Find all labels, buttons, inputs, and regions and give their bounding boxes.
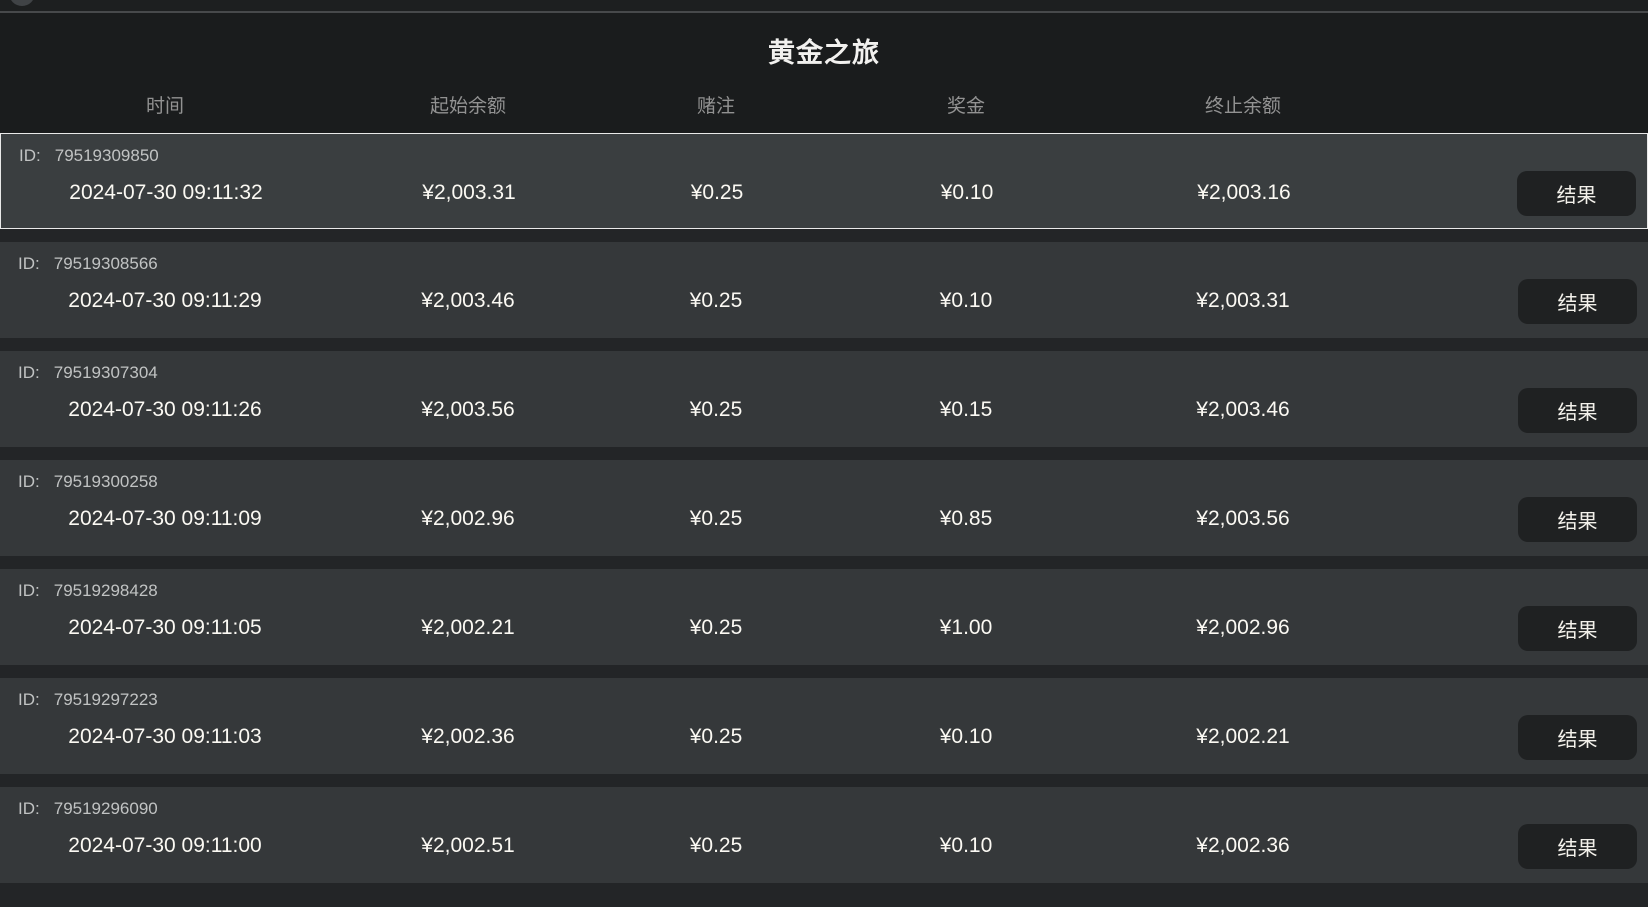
cell-time: 2024-07-30 09:11:05 (68, 616, 262, 639)
top-left-button-fragment[interactable] (9, 0, 35, 6)
result-button-cell: 结果 (1380, 714, 1648, 760)
cell-prize: ¥0.10 (939, 834, 993, 857)
result-button[interactable]: 结果 (1518, 714, 1637, 760)
result-button-cell: 结果 (1380, 278, 1648, 324)
cell-bet: ¥0.25 (689, 616, 743, 639)
result-button[interactable]: 结果 (1517, 170, 1636, 216)
cell-bet: ¥0.25 (689, 834, 743, 857)
result-button-cell: 结果 (1380, 823, 1648, 869)
history-row[interactable]: ID: 79519296090 2024-07-30 09:11:00 ¥2,00… (0, 787, 1648, 883)
row-id-prefix: ID: (18, 363, 40, 382)
row-id-line: ID: 79519300258 (0, 469, 1648, 495)
column-header-time: 时间 (145, 96, 184, 117)
result-button[interactable]: 结果 (1518, 823, 1637, 869)
cell-prize: ¥0.10 (939, 725, 993, 748)
cell-prize: ¥0.10 (939, 289, 993, 312)
cell-end-balance: ¥2,002.96 (1196, 616, 1290, 639)
row-id-line: ID: 79519307304 (0, 360, 1648, 386)
history-row[interactable]: ID: 79519309850 2024-07-30 09:11:32 ¥2,00… (0, 133, 1648, 229)
page-title: 黄金之旅 (768, 38, 880, 68)
row-values: 2024-07-30 09:11:09 ¥2,002.96 ¥0.25 ¥0.8… (0, 495, 1648, 543)
cell-bet: ¥0.25 (689, 289, 743, 312)
row-id-value: 79519300258 (53, 472, 158, 491)
column-header-prize: 奖金 (946, 96, 985, 117)
column-header-bet: 赌注 (696, 96, 735, 117)
history-row[interactable]: ID: 79519298428 2024-07-30 09:11:05 ¥2,00… (0, 569, 1648, 665)
row-id-value: 79519297223 (53, 690, 158, 709)
cell-time: 2024-07-30 09:11:09 (68, 507, 262, 530)
row-id-line: ID: 79519296090 (0, 796, 1648, 822)
history-row[interactable]: ID: 79519300258 2024-07-30 09:11:09 ¥2,00… (0, 460, 1648, 556)
row-id-line: ID: 79519298428 (0, 578, 1648, 604)
row-values: 2024-07-30 09:11:29 ¥2,003.46 ¥0.25 ¥0.1… (0, 277, 1648, 325)
cell-time: 2024-07-30 09:11:00 (68, 834, 262, 857)
history-row[interactable]: ID: 79519297223 2024-07-30 09:11:03 ¥2,00… (0, 678, 1648, 774)
result-button-cell: 结果 (1381, 170, 1647, 216)
result-button-cell: 结果 (1380, 605, 1648, 651)
result-button[interactable]: 结果 (1518, 387, 1637, 433)
cell-end-balance: ¥2,003.31 (1196, 289, 1290, 312)
row-id-value: 79519309850 (54, 146, 159, 165)
row-id-value: 79519307304 (53, 363, 158, 382)
cell-end-balance: ¥2,002.21 (1196, 725, 1290, 748)
cell-time: 2024-07-30 09:11:03 (68, 725, 262, 748)
row-id-prefix: ID: (18, 690, 40, 709)
cell-start-balance: ¥2,002.96 (421, 507, 515, 530)
row-values: 2024-07-30 09:11:32 ¥2,003.31 ¥0.25 ¥0.1… (1, 169, 1647, 217)
row-id-line: ID: 79519308566 (0, 251, 1648, 277)
row-id-prefix: ID: (18, 581, 40, 600)
column-header-end-balance: 终止余额 (1204, 96, 1281, 117)
cell-bet: ¥0.25 (689, 507, 743, 530)
cell-end-balance: ¥2,003.16 (1197, 181, 1291, 204)
history-row[interactable]: ID: 79519307304 2024-07-30 09:11:26 ¥2,00… (0, 351, 1648, 447)
result-button-cell: 结果 (1380, 496, 1648, 542)
result-button-cell: 结果 (1380, 387, 1648, 433)
result-button[interactable]: 结果 (1518, 496, 1637, 542)
cell-prize: ¥0.15 (939, 398, 993, 421)
cell-prize: ¥0.10 (940, 181, 994, 204)
cell-bet: ¥0.25 (689, 398, 743, 421)
cell-end-balance: ¥2,002.36 (1196, 834, 1290, 857)
cell-start-balance: ¥2,002.51 (421, 834, 515, 857)
cell-start-balance: ¥2,003.56 (421, 398, 515, 421)
row-id-prefix: ID: (18, 799, 40, 818)
cell-start-balance: ¥2,002.21 (421, 616, 515, 639)
row-values: 2024-07-30 09:11:03 ¥2,002.36 ¥0.25 ¥0.1… (0, 713, 1648, 761)
top-bar (0, 0, 1648, 13)
cell-time: 2024-07-30 09:11:26 (68, 398, 262, 421)
row-id-prefix: ID: (18, 254, 40, 273)
cell-bet: ¥0.25 (689, 725, 743, 748)
row-id-prefix: ID: (18, 472, 40, 491)
table-header: 黄金之旅 时间 起始余额 赌注 奖金 终止余额 (0, 13, 1648, 133)
row-id-line: ID: 79519309850 (1, 143, 1647, 169)
cell-start-balance: ¥2,003.46 (421, 289, 515, 312)
row-id-value: 79519296090 (53, 799, 158, 818)
cell-prize: ¥1.00 (939, 616, 993, 639)
result-button[interactable]: 结果 (1518, 278, 1637, 324)
cell-start-balance: ¥2,002.36 (421, 725, 515, 748)
column-header-start-balance: 起始余额 (429, 96, 506, 117)
row-values: 2024-07-30 09:11:26 ¥2,003.56 ¥0.25 ¥0.1… (0, 386, 1648, 434)
history-row-list: ID: 79519309850 2024-07-30 09:11:32 ¥2,00… (0, 133, 1648, 883)
cell-start-balance: ¥2,003.31 (422, 181, 516, 204)
row-id-prefix: ID: (19, 146, 41, 165)
cell-end-balance: ¥2,003.56 (1196, 507, 1290, 530)
row-id-value: 79519308566 (53, 254, 158, 273)
cell-time: 2024-07-30 09:11:32 (69, 181, 263, 204)
cell-bet: ¥0.25 (690, 181, 744, 204)
cell-time: 2024-07-30 09:11:29 (68, 289, 262, 312)
result-button[interactable]: 结果 (1518, 605, 1637, 651)
row-id-value: 79519298428 (53, 581, 158, 600)
history-row[interactable]: ID: 79519308566 2024-07-30 09:11:29 ¥2,00… (0, 242, 1648, 338)
row-values: 2024-07-30 09:11:05 ¥2,002.21 ¥0.25 ¥1.0… (0, 604, 1648, 652)
row-values: 2024-07-30 09:11:00 ¥2,002.51 ¥0.25 ¥0.1… (0, 822, 1648, 870)
cell-prize: ¥0.85 (939, 507, 993, 530)
row-id-line: ID: 79519297223 (0, 687, 1648, 713)
column-header-row: 时间 起始余额 赌注 奖金 终止余额 (0, 73, 1648, 118)
cell-end-balance: ¥2,003.46 (1196, 398, 1290, 421)
